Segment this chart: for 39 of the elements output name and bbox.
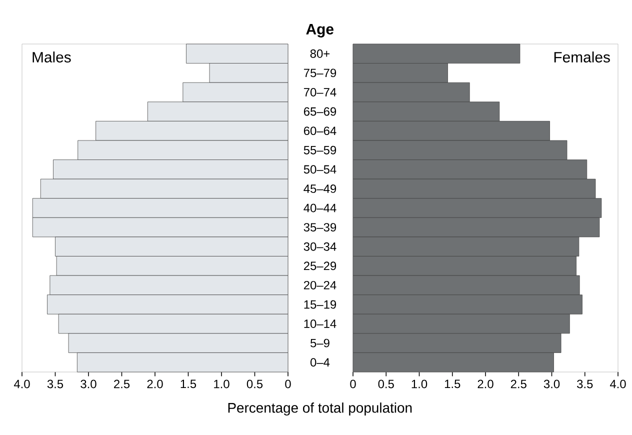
- x-tick-label: 1.5: [180, 380, 196, 388]
- y-tick-label: 75–79: [304, 68, 336, 78]
- text: Females: [554, 52, 610, 62]
- y-axis-title: Age: [306, 24, 334, 38]
- x-tick-label: 0.5: [246, 380, 263, 388]
- x-tick-label: 3.5: [577, 380, 593, 388]
- y-tick-label: 55–59: [304, 146, 336, 154]
- text: Males: [32, 52, 71, 62]
- x-tick-label: 1.0: [214, 380, 230, 388]
- x-tick-label: 0: [350, 380, 356, 388]
- y-tick-label: 30–34: [304, 242, 336, 251]
- y-tick-label: 45–49: [304, 184, 336, 193]
- x-axis-title: Percentage of total population: [228, 402, 412, 416]
- x-tick-label: 4.0: [610, 380, 626, 388]
- x-tick-label: 1.5: [444, 380, 460, 388]
- y-tick-label: 10–14: [304, 320, 336, 328]
- y-tick-label: 50–54: [304, 165, 336, 174]
- x-tick-label: 2.5: [510, 380, 526, 388]
- y-tick-label: 65–69: [304, 107, 336, 116]
- x-tick-label: 0: [285, 380, 291, 388]
- y-tick-label: 35–39: [304, 223, 336, 232]
- y-tick-label: 25–29: [304, 262, 336, 270]
- y-tick-label: 70–74: [304, 88, 336, 96]
- y-tick-label: 5–9: [310, 338, 330, 348]
- x-tick-label: 0.5: [378, 380, 394, 388]
- y-tick-label: 40–44: [304, 204, 336, 212]
- x-tick-label: 4.0: [14, 380, 30, 388]
- x-tick-label: 3.5: [47, 380, 64, 388]
- x-tick-label: 3.0: [80, 380, 96, 388]
- x-tick-label: 1.0: [412, 380, 428, 388]
- y-tick-label: 0–4: [310, 358, 330, 367]
- x-tick-label: 2.0: [478, 380, 494, 388]
- x-tick-label: 3.0: [544, 380, 560, 388]
- x-tick-label: 2.5: [114, 380, 130, 388]
- y-tick-label: 60–64: [304, 126, 336, 136]
- x-tick-label: 2.0: [147, 380, 163, 388]
- y-tick-label: 15–19: [304, 300, 336, 309]
- y-tick-label: 80+: [310, 49, 330, 58]
- y-tick-label: 20–24: [304, 280, 336, 290]
